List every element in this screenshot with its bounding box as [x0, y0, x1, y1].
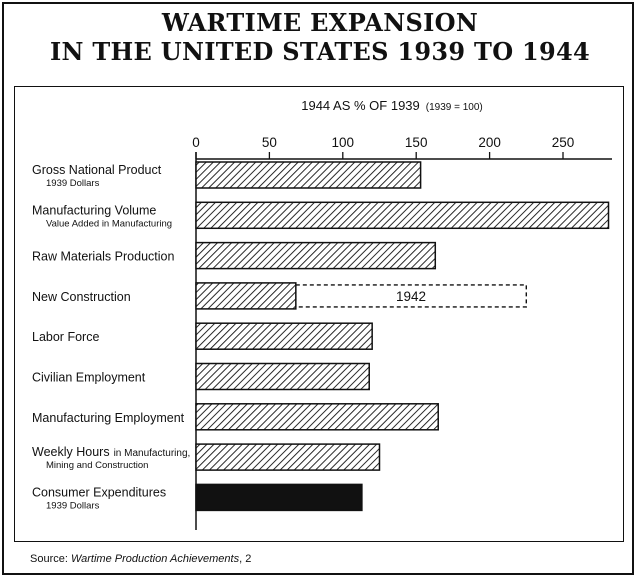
category-label: New Construction [32, 290, 131, 304]
category-label-main: Civilian Employment [32, 371, 146, 385]
tick-label: 100 [332, 135, 355, 150]
bar [195, 403, 439, 431]
category-label-main: Raw Materials Production [32, 250, 174, 264]
category-label-main: Weekly Hours [32, 445, 110, 459]
bar [195, 161, 422, 189]
bar [195, 282, 297, 310]
category-label: Raw Materials Production [32, 250, 174, 264]
chart-title: WARTIME EXPANSION IN THE UNITED STATES 1… [0, 8, 640, 66]
category-label: Weekly Hours in Manufacturing, [32, 445, 190, 459]
category-sublabel: 1939 Dollars [46, 500, 100, 511]
bar [195, 241, 437, 270]
category-label: Consumer Expenditures [32, 485, 166, 499]
source-note: Source: Wartime Production Achievements,… [30, 553, 251, 565]
dashed-bar-label: 1942 [396, 289, 426, 304]
category-sublabel: Mining and Construction [46, 460, 148, 471]
category-label-main: Manufacturing Volume [32, 203, 156, 217]
category-label: Labor Force [32, 330, 99, 344]
category-label-main: Manufacturing Employment [32, 411, 185, 425]
category-label-main: New Construction [32, 290, 131, 304]
category-label: Civilian Employment [32, 371, 146, 385]
category-label-main: Gross National Product [32, 163, 162, 177]
tick-label: 250 [552, 135, 575, 150]
tick-label: 0 [192, 135, 200, 150]
title-line-1: WARTIME EXPANSION [161, 8, 479, 37]
category-label: Manufacturing Employment [32, 411, 185, 425]
category-label-suffix: in Manufacturing, [114, 448, 191, 459]
source-prefix: Source: [30, 553, 71, 565]
bar [195, 322, 373, 350]
category-label-main: Labor Force [32, 330, 99, 344]
category-sublabel: 1939 Dollars [46, 178, 100, 189]
source-suffix: , 2 [239, 553, 252, 565]
axis-title-note: (1939 = 100) [426, 102, 483, 113]
bar [195, 443, 381, 471]
category-label: Gross National Product [32, 163, 162, 177]
source-title: Wartime Production Achievements [70, 553, 240, 565]
bar [195, 201, 610, 230]
tick-label: 200 [478, 135, 501, 150]
plot-box [14, 86, 624, 542]
bar [195, 362, 370, 391]
axis-title: 1944 AS % OF 1939 (1939 = 100) [301, 98, 483, 113]
title-line-2: IN THE UNITED STATES 1939 TO 1944 [49, 37, 591, 66]
category-sublabel: Value Added in Manufacturing [46, 218, 172, 229]
category-label-main: Consumer Expenditures [32, 485, 166, 499]
tick-label: 150 [405, 135, 428, 150]
axis-title-main: 1944 AS % OF 1939 [301, 98, 420, 113]
category-label: Manufacturing Volume [32, 203, 156, 217]
bar [195, 483, 363, 512]
tick-label: 50 [262, 135, 277, 150]
